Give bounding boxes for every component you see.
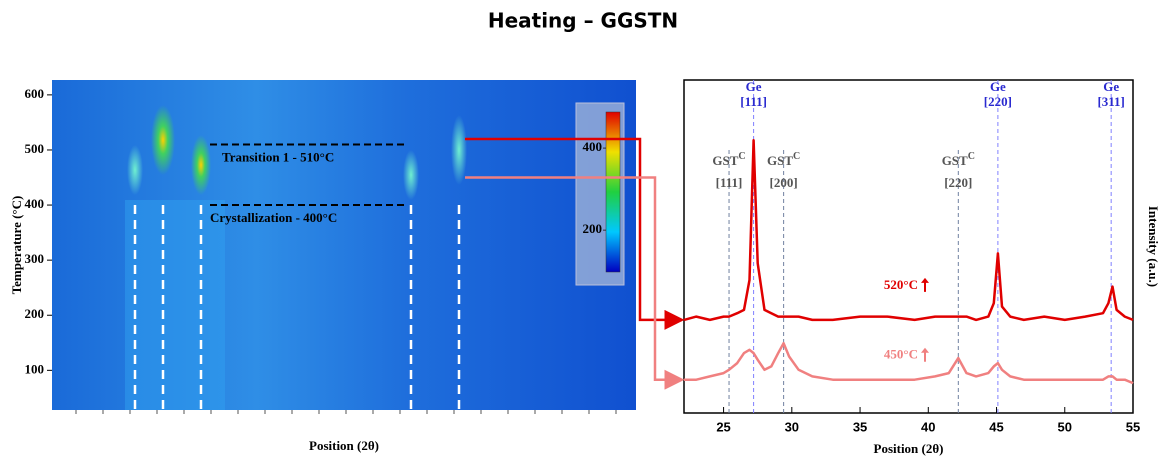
x-axis-label: Position (2θ) (874, 441, 944, 456)
heatmap (52, 80, 636, 410)
heatmap-spot (127, 145, 143, 195)
phase-sup: C (738, 151, 745, 162)
y-tick-label: 600 (25, 86, 45, 101)
reflection-hkl: [220] (944, 175, 972, 190)
x-tick-label: 25 (716, 419, 730, 434)
heatmap-spot (403, 150, 419, 200)
series-label: 520°C (884, 277, 918, 292)
reflection-phase: Ge (746, 79, 762, 94)
x-tick-label: 45 (989, 419, 1003, 434)
reflection-phase: Ge (1103, 79, 1119, 94)
phase-name: Ge (746, 79, 762, 94)
reflection-hkl: [311] (1097, 94, 1124, 109)
phase-name: GST (712, 153, 738, 168)
series-label: 450°C (884, 347, 918, 362)
colorbar-tick-label: 400 (583, 139, 603, 154)
reflection-phase: GSTC (712, 151, 745, 168)
x-tick-label: 50 (1058, 419, 1072, 434)
phase-sup: C (968, 151, 975, 162)
reflection-hkl: [111] (740, 94, 767, 109)
phase-name: Ge (990, 79, 1006, 94)
connector (465, 137, 685, 330)
x-tick-label: 40 (921, 419, 935, 434)
y-tick-label: 200 (25, 306, 45, 321)
reflection-phase: GSTC (942, 151, 975, 168)
y-tick-label: 100 (25, 361, 45, 376)
y-axis-label: Intensity (a.u.) (1146, 206, 1161, 287)
reflection-hkl: [111] (716, 175, 743, 190)
series-line (684, 341, 1134, 385)
phase-sup: C (793, 151, 800, 162)
connector (465, 176, 685, 390)
reflection-phase: GSTC (767, 151, 800, 168)
heatmap-spot (151, 105, 175, 175)
reflection-hkl: [200] (770, 175, 798, 190)
heatmap-spot (191, 135, 211, 195)
y-axis-label: Temperature (°C) (9, 196, 24, 295)
phase-name: GST (942, 153, 968, 168)
reflection-hkl: [220] (984, 94, 1012, 109)
x-tick-label: 35 (853, 419, 867, 434)
annotation-label: Crystallization - 400°C (210, 210, 337, 225)
phase-name: GST (767, 153, 793, 168)
phase-name: Ge (1103, 79, 1119, 94)
colorbar-tick-label: 200 (583, 221, 603, 236)
label-arrow-head (921, 347, 929, 353)
y-tick-label: 400 (25, 196, 45, 211)
annotation-label: Transition 1 - 510°C (222, 149, 334, 164)
x-axis-label: Position (2θ) (309, 438, 379, 453)
series-line (683, 139, 1134, 322)
y-tick-label: 300 (25, 251, 45, 266)
reflection-phase: Ge (990, 79, 1006, 94)
x-tick-label: 30 (785, 419, 799, 434)
plot-frame (683, 79, 1134, 414)
colorbar (605, 111, 621, 273)
figure-title: Heating – GGSTN (488, 9, 678, 33)
heatmap-spot (451, 115, 467, 185)
heatmap-glow (125, 200, 225, 410)
xrd-plot (683, 79, 1134, 414)
label-arrow-head (921, 277, 929, 283)
heatmap-guides (133, 205, 461, 410)
y-tick-label: 500 (25, 141, 45, 156)
x-tick-label: 55 (1126, 419, 1140, 434)
